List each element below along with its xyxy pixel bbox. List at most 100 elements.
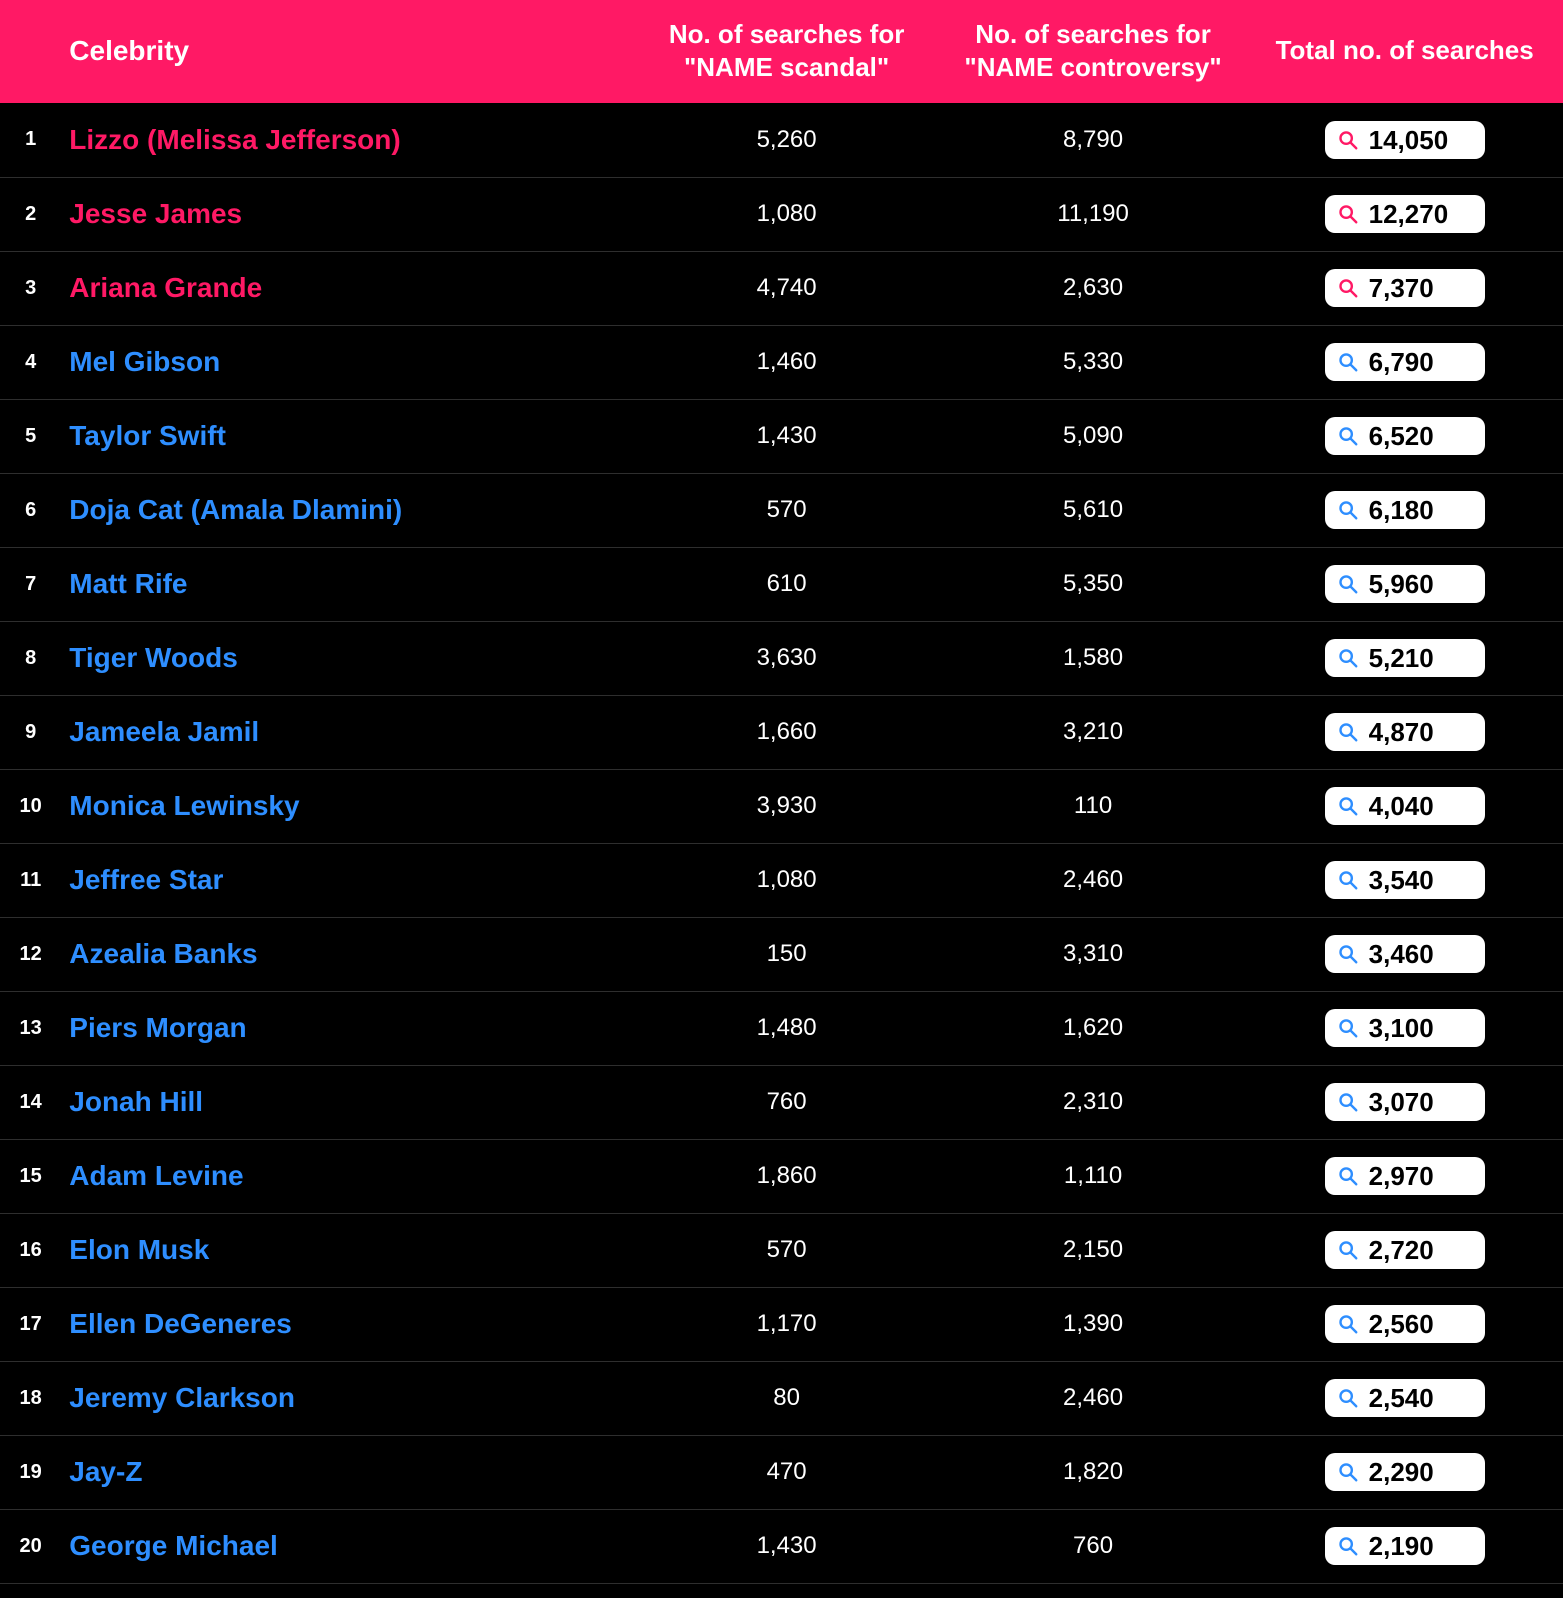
header-celebrity: Celebrity [61,0,633,103]
cell-total: 3,540 [1246,843,1563,917]
total-value: 5,960 [1369,571,1469,597]
cell-controversy: 1,820 [940,1435,1246,1509]
table-row: 10Monica Lewinsky3,9301104,040 [0,769,1563,843]
cell-rank: 4 [0,325,61,399]
search-icon [1337,869,1359,891]
cell-total: 6,790 [1246,325,1563,399]
cell-scandal: 1,480 [633,991,939,1065]
cell-scandal: 1,170 [633,1287,939,1361]
header-scandal: No. of searches for "NAME scandal" [633,0,939,103]
cell-controversy: 2,630 [940,251,1246,325]
total-value: 2,190 [1369,1533,1469,1559]
search-icon [1337,1313,1359,1335]
cell-controversy: 2,150 [940,1213,1246,1287]
cell-scandal: 1,080 [633,843,939,917]
cell-scandal: 80 [633,1361,939,1435]
table-row: 17Ellen DeGeneres1,1701,3902,560 [0,1287,1563,1361]
cell-total: 6,520 [1246,399,1563,473]
table-row: 11Jeffree Star1,0802,4603,540 [0,843,1563,917]
cell-controversy: 2,310 [940,1065,1246,1139]
cell-controversy: 5,090 [940,399,1246,473]
cell-celebrity: Lizzo (Melissa Jefferson) [61,103,633,177]
cell-total: 12,270 [1246,177,1563,251]
total-pill: 2,720 [1325,1231,1485,1269]
cell-rank: 8 [0,621,61,695]
cell-scandal: 150 [633,917,939,991]
table-container: Celebrity No. of searches for "NAME scan… [0,0,1563,1584]
cell-celebrity: Elon Musk [61,1213,633,1287]
cell-controversy: 1,620 [940,991,1246,1065]
cell-rank: 9 [0,695,61,769]
total-value: 2,290 [1369,1459,1469,1485]
cell-controversy: 5,350 [940,547,1246,621]
cell-controversy: 3,210 [940,695,1246,769]
table-row: 15Adam Levine1,8601,1102,970 [0,1139,1563,1213]
total-pill: 3,460 [1325,935,1485,973]
table-row: 8Tiger Woods3,6301,5805,210 [0,621,1563,695]
header-controversy: No. of searches for "NAME controversy" [940,0,1246,103]
cell-total: 4,040 [1246,769,1563,843]
total-pill: 7,370 [1325,269,1485,307]
search-icon [1337,1239,1359,1261]
celebrity-search-table: Celebrity No. of searches for "NAME scan… [0,0,1563,1584]
cell-scandal: 3,630 [633,621,939,695]
table-row: 16Elon Musk5702,1502,720 [0,1213,1563,1287]
cell-rank: 1 [0,103,61,177]
table-row: 18Jeremy Clarkson802,4602,540 [0,1361,1563,1435]
cell-rank: 7 [0,547,61,621]
table-body: 1Lizzo (Melissa Jefferson)5,2608,79014,0… [0,103,1563,1583]
total-value: 14,050 [1369,127,1469,153]
cell-total: 3,460 [1246,917,1563,991]
search-icon [1337,351,1359,373]
cell-controversy: 5,330 [940,325,1246,399]
cell-celebrity: Jeffree Star [61,843,633,917]
cell-rank: 6 [0,473,61,547]
search-icon [1337,1165,1359,1187]
total-value: 6,180 [1369,497,1469,523]
cell-controversy: 3,310 [940,917,1246,991]
cell-rank: 15 [0,1139,61,1213]
total-value: 4,870 [1369,719,1469,745]
total-pill: 2,290 [1325,1453,1485,1491]
cell-controversy: 2,460 [940,1361,1246,1435]
search-icon [1337,1017,1359,1039]
total-value: 4,040 [1369,793,1469,819]
cell-scandal: 3,930 [633,769,939,843]
table-row: 3Ariana Grande4,7402,6307,370 [0,251,1563,325]
total-value: 2,720 [1369,1237,1469,1263]
search-icon [1337,1461,1359,1483]
table-row: 9Jameela Jamil1,6603,2104,870 [0,695,1563,769]
cell-controversy: 1,390 [940,1287,1246,1361]
total-pill: 2,190 [1325,1527,1485,1565]
total-pill: 3,100 [1325,1009,1485,1047]
header-rank [0,0,61,103]
total-value: 3,540 [1369,867,1469,893]
cell-total: 4,870 [1246,695,1563,769]
cell-total: 3,070 [1246,1065,1563,1139]
total-value: 2,540 [1369,1385,1469,1411]
cell-celebrity: Ellen DeGeneres [61,1287,633,1361]
cell-celebrity: Jeremy Clarkson [61,1361,633,1435]
total-value: 2,970 [1369,1163,1469,1189]
cell-rank: 14 [0,1065,61,1139]
search-icon [1337,1535,1359,1557]
cell-rank: 12 [0,917,61,991]
cell-rank: 17 [0,1287,61,1361]
cell-total: 2,290 [1246,1435,1563,1509]
total-pill: 5,960 [1325,565,1485,603]
total-pill: 2,970 [1325,1157,1485,1195]
cell-celebrity: Doja Cat (Amala Dlamini) [61,473,633,547]
table-row: 7Matt Rife6105,3505,960 [0,547,1563,621]
cell-celebrity: Matt Rife [61,547,633,621]
search-icon [1337,129,1359,151]
cell-rank: 10 [0,769,61,843]
total-value: 6,790 [1369,349,1469,375]
search-icon [1337,573,1359,595]
cell-celebrity: Monica Lewinsky [61,769,633,843]
total-pill: 4,040 [1325,787,1485,825]
cell-total: 7,370 [1246,251,1563,325]
cell-controversy: 2,460 [940,843,1246,917]
search-icon [1337,1387,1359,1409]
total-pill: 5,210 [1325,639,1485,677]
search-icon [1337,499,1359,521]
